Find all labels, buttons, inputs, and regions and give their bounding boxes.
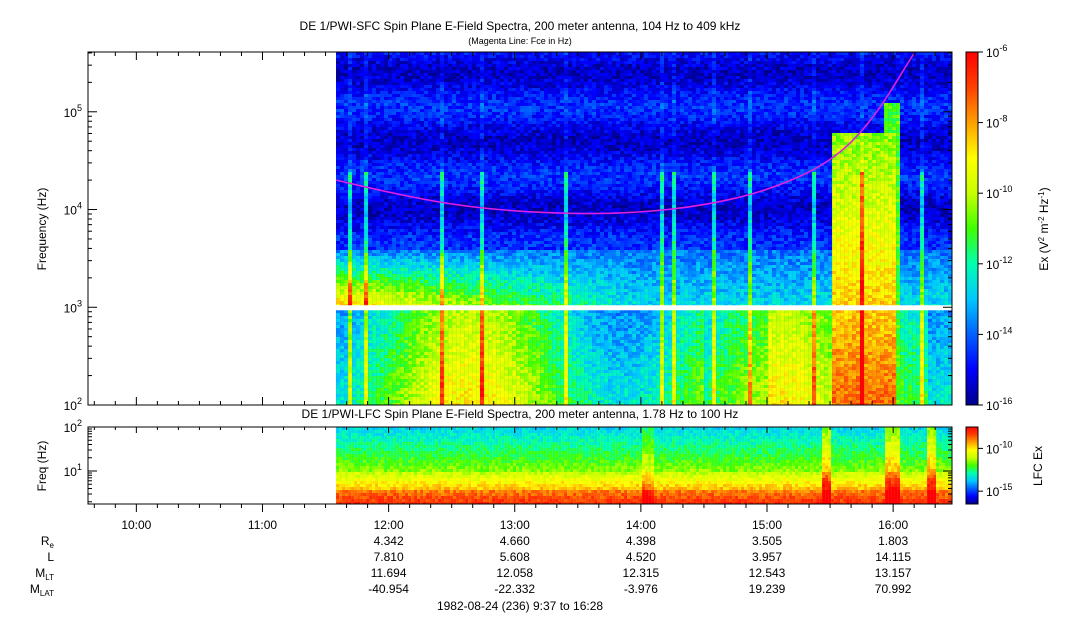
ephemeris-value: 4.520 (626, 550, 656, 564)
ephemeris-value: -22.332 (494, 582, 535, 596)
colorbar-tick-label: 10-6 (986, 43, 1007, 60)
top-colorbar-ticks: 10-6 10-8 10-10 10-12 10-14 10-16 (978, 43, 1012, 413)
y-tick-label: 104 (64, 201, 82, 218)
ephemeris-value: -3.976 (624, 582, 658, 596)
y-tick-label: 102 (64, 418, 82, 435)
colorbar-tick-label: 10-15 (986, 482, 1012, 499)
ephemeris-value: 12.058 (496, 566, 533, 580)
ephemeris-value: 12.315 (623, 566, 660, 580)
y-tick-label: 103 (64, 298, 82, 315)
bottom-y-axis: 101 102 (64, 418, 952, 503)
top-panel-title: DE 1/PWI-SFC Spin Plane E-Field Spectra,… (300, 19, 741, 33)
ephemeris-value: 4.398 (626, 534, 656, 548)
footer-date-range: 1982-08-24 (236) 9:37 to 16:28 (437, 599, 603, 613)
ephemeris-row-label: MLAT (30, 582, 54, 598)
top-panel-subtitle: (Magenta Line: Fce in Hz) (468, 36, 572, 46)
time-tick-label: 13:00 (500, 518, 530, 532)
y-tick-label: 105 (64, 103, 82, 120)
colorbar-tick-label: 10-12 (986, 255, 1012, 272)
time-tick-label: 10:00 (121, 518, 151, 532)
ephemeris-value: 7.810 (374, 550, 404, 564)
colorbar-tick-label: 10-8 (986, 114, 1007, 131)
top-y-axis: 102 103 104 105 (64, 52, 952, 413)
top-spectrogram (335, 52, 952, 405)
time-tick-label: 14:00 (626, 518, 656, 532)
ephemeris-value: 70.992 (875, 582, 912, 596)
ephemeris-value: 3.957 (752, 550, 782, 564)
ephemeris-value: -40.954 (368, 582, 409, 596)
time-tick-label: 12:00 (374, 518, 404, 532)
colorbar-tick-label: 10-14 (986, 325, 1012, 342)
time-axis: 10:00 11:00 12:00 13:00 14:00 15:00 16:00 (88, 52, 952, 532)
colorbar-tick-label: 10-10 (986, 439, 1012, 456)
ephemeris-value: 11.694 (371, 566, 407, 580)
ephemeris-value: 14.115 (875, 550, 911, 564)
bottom-colorbar-ticks: 10-10 10-15 (978, 439, 1012, 499)
ephemeris-row-label: Re (41, 534, 55, 550)
time-tick-label: 16:00 (878, 518, 908, 532)
ephemeris-value: 5.608 (500, 550, 530, 564)
bottom-spectrogram (336, 427, 952, 504)
time-tick-label: 15:00 (752, 518, 782, 532)
ephemeris-value: 13.157 (875, 566, 912, 580)
time-tick-label: 11:00 (248, 518, 277, 532)
data-gap-line (336, 305, 952, 311)
ephemeris-table: Re 4.342 4.660 4.398 3.505 1.803 L 7.810 5.608 4.… (30, 534, 912, 598)
ephemeris-value: 1.803 (878, 534, 908, 548)
ephemeris-value: 3.505 (752, 534, 782, 548)
colorbar-tick-label: 10-10 (986, 184, 1012, 201)
bottom-colorbar-label: LFC Ex (1031, 446, 1045, 486)
bottom-y-axis-label: Freq (Hz) (35, 441, 49, 492)
ephemeris-row-label: MLT (35, 566, 54, 582)
top-colorbar-label: Ex (V2 m-2 Hz-1) (1037, 187, 1051, 270)
ephemeris-value: 4.342 (374, 534, 404, 548)
bottom-panel-title: DE 1/PWI-LFC Spin Plane E-Field Spectra,… (302, 407, 739, 421)
top-colorbar (965, 51, 979, 406)
y-tick-label: 101 (64, 462, 82, 479)
ephemeris-row-label: L (47, 550, 54, 564)
ephemeris-value: 19.239 (749, 582, 786, 596)
bottom-colorbar (965, 426, 979, 505)
ephemeris-value: 12.543 (749, 566, 786, 580)
fce-line (335, 52, 915, 215)
colorbar-tick-label: 10-16 (986, 396, 1012, 413)
ephemeris-value: 4.660 (500, 534, 530, 548)
top-plot-frame (87, 51, 953, 406)
top-y-axis-label: Frequency (Hz) (35, 188, 49, 271)
y-tick-label: 102 (64, 396, 82, 413)
